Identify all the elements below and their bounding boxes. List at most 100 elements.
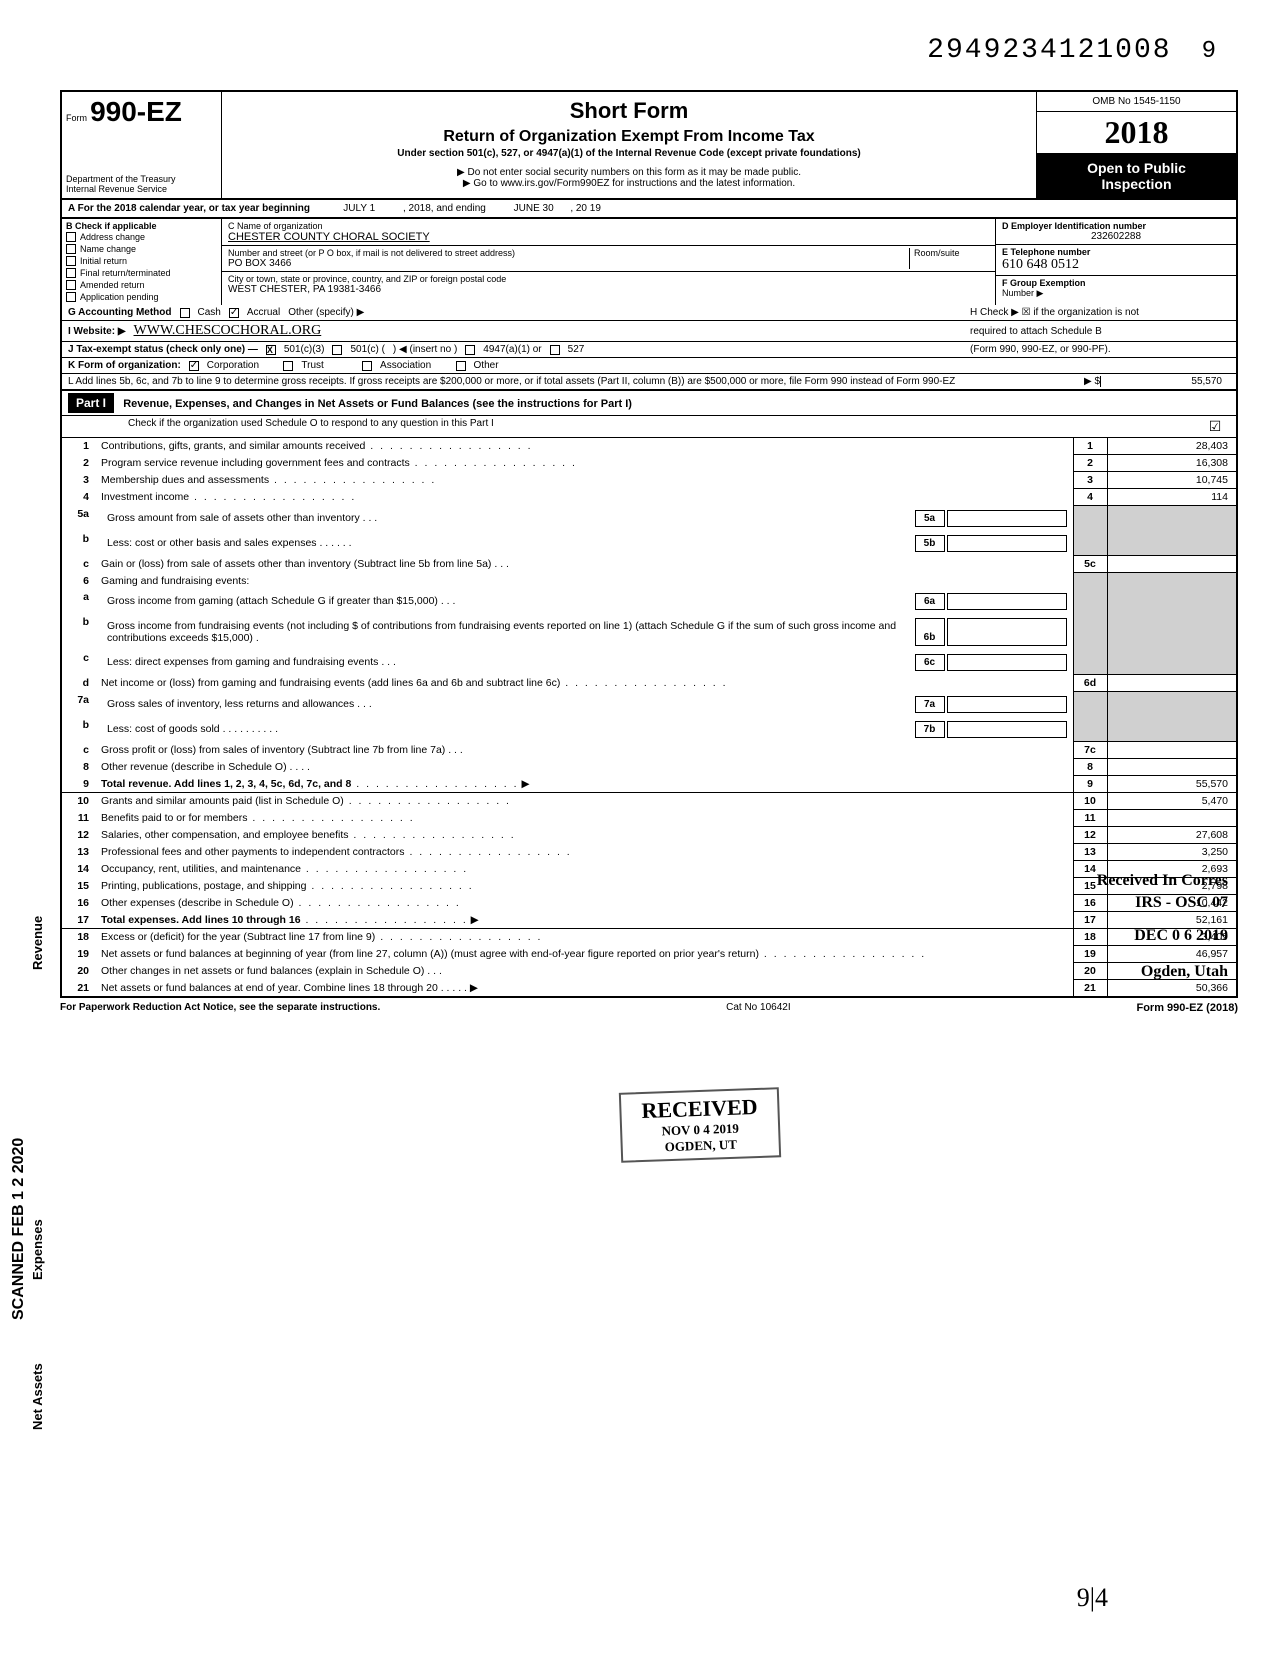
- line-13: Professional fees and other payments to …: [101, 846, 405, 858]
- check-trust[interactable]: [283, 361, 293, 371]
- stamp-number: 29492341210089: [927, 35, 1218, 66]
- line-5b: Less: cost or other basis and sales expe…: [107, 537, 317, 549]
- check-association[interactable]: [362, 361, 372, 371]
- info-block: B Check if applicable Address change Nam…: [60, 219, 1238, 305]
- line-8: Other revenue (describe in Schedule O): [101, 761, 287, 773]
- check-application-pending[interactable]: Application pending: [66, 291, 217, 303]
- side-expenses: Expenses: [30, 1219, 45, 1280]
- line-7b: Less: cost of goods sold: [107, 723, 220, 735]
- stamp-received-1: Received In Corres IRS - OSC 07 DEC 0 6 …: [1097, 870, 1228, 984]
- row-a: A For the 2018 calendar year, or tax yea…: [60, 200, 1238, 219]
- line-18: Excess or (deficit) for the year (Subtra…: [101, 931, 375, 943]
- f-label2: Number ▶: [1002, 288, 1230, 299]
- ein: 232602288: [1002, 231, 1230, 242]
- year-end: JUNE 30: [514, 203, 554, 214]
- footer: For Paperwork Reduction Act Notice, see …: [60, 1002, 1238, 1014]
- check-cash[interactable]: [180, 308, 190, 318]
- line-2: Program service revenue including govern…: [101, 457, 410, 469]
- do-not-enter: ▶ Do not enter social security numbers o…: [232, 167, 1026, 178]
- check-final-return[interactable]: Final return/terminated: [66, 267, 217, 279]
- line-19: Net assets or fund balances at beginning…: [101, 948, 759, 960]
- part1-title: Revenue, Expenses, and Changes in Net As…: [123, 398, 632, 410]
- form-number: 990-EZ: [90, 96, 182, 127]
- goto-url: ▶ Go to www.irs.gov/Form990EZ for instru…: [232, 178, 1026, 189]
- under-section: Under section 501(c), 527, or 4947(a)(1)…: [232, 148, 1026, 159]
- line-17: Total expenses. Add lines 10 through 16: [101, 914, 301, 926]
- line-5a: Gross amount from sale of assets other t…: [107, 512, 360, 524]
- line-4: Investment income: [101, 491, 189, 503]
- h-label2: required to attach Schedule B: [970, 326, 1230, 337]
- d-label: D Employer Identification number: [1002, 221, 1230, 231]
- check-4947[interactable]: [465, 345, 475, 355]
- h-label3: (Form 990, 990-EZ, or 990-PF).: [970, 344, 1230, 355]
- check-501c3[interactable]: [266, 345, 276, 355]
- check-address-change[interactable]: Address change: [66, 231, 217, 243]
- year-begin: JULY 1: [343, 203, 375, 214]
- line-6d: Net income or (loss) from gaming and fun…: [101, 677, 560, 689]
- check-amended-return[interactable]: Amended return: [66, 279, 217, 291]
- j-label: J Tax-exempt status (check only one) —: [68, 344, 258, 355]
- e-label: E Telephone number: [1002, 247, 1230, 257]
- line-14: Occupancy, rent, utilities, and maintena…: [101, 863, 301, 875]
- tax-year: 2018: [1037, 112, 1236, 154]
- check-501c[interactable]: [332, 345, 342, 355]
- footer-left: For Paperwork Reduction Act Notice, see …: [60, 1002, 380, 1014]
- check-name-change[interactable]: Name change: [66, 243, 217, 255]
- dept-treasury: Department of the Treasury: [66, 174, 176, 184]
- footer-cat: Cat No 10642I: [726, 1002, 791, 1014]
- line-12: Salaries, other compensation, and employ…: [101, 829, 348, 841]
- line-7c: Gross profit or (loss) from sales of inv…: [101, 744, 445, 756]
- check-initial-return[interactable]: Initial return: [66, 255, 217, 267]
- stamp-received-2: RECEIVED NOV 0 4 2019 OGDEN, UT: [619, 1087, 781, 1163]
- phone: 610 648 0512: [1002, 257, 1230, 273]
- line-3: Membership dues and assessments: [101, 474, 269, 486]
- l-text: L Add lines 5b, 6c, and 7b to line 9 to …: [68, 376, 1040, 387]
- line-21: Net assets or fund balances at end of ye…: [101, 982, 438, 994]
- g-other: Other (specify) ▶: [288, 307, 364, 318]
- room-suite: Room/suite: [909, 248, 989, 269]
- i-label: I Website: ▶: [68, 326, 126, 337]
- side-revenue: Revenue: [30, 916, 45, 970]
- short-form-title: Short Form: [232, 98, 1026, 124]
- line-6: Gaming and fundraising events:: [97, 573, 1073, 589]
- check-527[interactable]: [550, 345, 560, 355]
- city-label: City or town, state or province, country…: [228, 274, 989, 284]
- line-1: Contributions, gifts, grants, and simila…: [101, 440, 365, 452]
- lines-table: 1Contributions, gifts, grants, and simil…: [60, 438, 1238, 998]
- c-label: C Name of organization: [228, 221, 989, 231]
- footer-right: Form 990-EZ (2018): [1136, 1002, 1238, 1014]
- dept-irs: Internal Revenue Service: [66, 184, 176, 194]
- form-header: Form 990-EZ Department of the Treasury I…: [60, 90, 1238, 200]
- open-public: Open to Public Inspection: [1037, 154, 1236, 198]
- line-15: Printing, publications, postage, and shi…: [101, 880, 306, 892]
- side-scanned: SCANNED FEB 1 2 2020: [10, 1138, 28, 1320]
- part1-label: Part I: [68, 393, 114, 413]
- side-netassets: Net Assets: [30, 1363, 45, 1430]
- check-other-org[interactable]: [456, 361, 466, 371]
- return-title: Return of Organization Exempt From Incom…: [232, 128, 1026, 146]
- line-6b: Gross income from fundraising events (no…: [107, 620, 896, 644]
- l-value: 55,570: [1100, 376, 1230, 387]
- bottom-handwritten: 9|4: [1077, 1583, 1108, 1613]
- f-label: F Group Exemption: [1002, 278, 1230, 288]
- org-address: PO BOX 3466: [228, 258, 909, 269]
- line-6c: Less: direct expenses from gaming and fu…: [107, 656, 378, 668]
- part1-check-text: Check if the organization used Schedule …: [68, 418, 1200, 435]
- line-7a: Gross sales of inventory, less returns a…: [107, 698, 354, 710]
- org-city: WEST CHESTER, PA 19381-3466: [228, 284, 989, 295]
- b-header: B Check if applicable: [66, 221, 157, 231]
- l-arrow: ▶ $: [1040, 376, 1100, 387]
- check-accrual[interactable]: [229, 308, 239, 318]
- check-corporation[interactable]: [189, 361, 199, 371]
- line-16: Other expenses (describe in Schedule O): [101, 897, 294, 909]
- form-prefix: Form: [66, 113, 87, 123]
- line-10: Grants and similar amounts paid (list in…: [101, 795, 344, 807]
- k-label: K Form of organization:: [68, 360, 181, 371]
- addr-label: Number and street (or P O box, if mail i…: [228, 248, 909, 258]
- h-label: H Check ▶ ☒ if the organization is not: [970, 307, 1230, 318]
- website: WWW.CHESCOCHORAL.ORG: [134, 323, 322, 339]
- line-6a: Gross income from gaming (attach Schedul…: [107, 595, 438, 607]
- g-label: G Accounting Method: [68, 307, 172, 318]
- part1-check-mark[interactable]: ☑: [1200, 418, 1230, 435]
- line-20: Other changes in net assets or fund bala…: [101, 965, 424, 977]
